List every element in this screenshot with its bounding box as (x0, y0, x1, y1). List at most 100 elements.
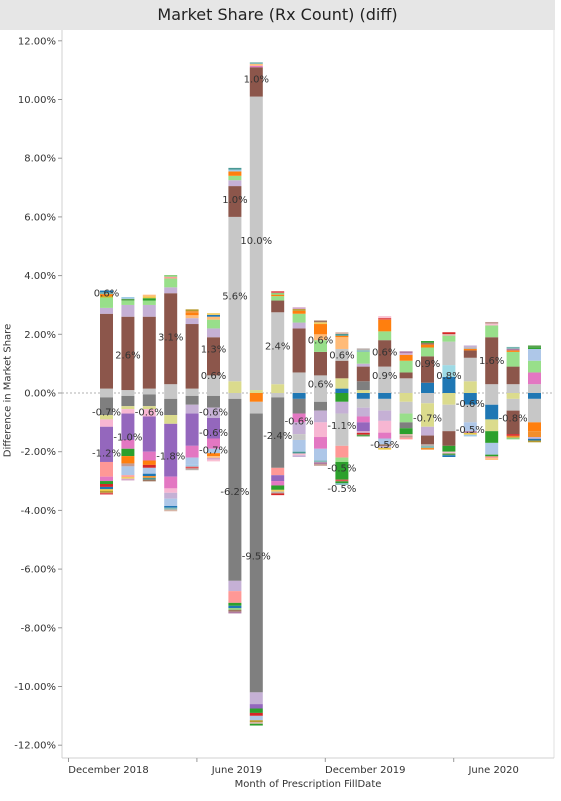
data-label: -1.2% (92, 449, 121, 460)
y-tick-label: 12.00% (18, 36, 56, 47)
bar-segment (271, 384, 285, 393)
bar-segment (207, 319, 220, 329)
bar-segment (249, 393, 263, 402)
bar-segment (528, 440, 541, 443)
data-label: 2.4% (265, 342, 290, 353)
chart-title: Market Share (Rx Count) (diff) (157, 5, 398, 24)
bar-segment (185, 445, 199, 458)
bar-segment (292, 313, 306, 323)
bar-segment (142, 476, 156, 478)
bar-segment (249, 67, 263, 97)
bar-segment (485, 404, 499, 420)
bar-segment (249, 401, 263, 414)
bar-segment (463, 350, 477, 358)
bar-segment (292, 393, 306, 399)
bar-segment (463, 432, 477, 435)
bar-segment (249, 723, 263, 726)
bar-segment (121, 456, 135, 464)
bar-segment (292, 413, 306, 423)
bar-segment (399, 435, 413, 438)
bar-segment (100, 483, 113, 487)
bar-segment (442, 404, 456, 432)
bar-segment (356, 363, 370, 367)
bar-segment (292, 328, 306, 373)
bar-segment (292, 453, 306, 456)
bar-segment (421, 341, 434, 343)
bar-segment (378, 319, 392, 332)
bar-segment (271, 493, 285, 496)
x-tick-label: June 2020 (467, 765, 518, 776)
x-tick-label: December 2019 (325, 765, 405, 776)
bar-segment (335, 332, 349, 335)
data-label: -0.6% (199, 408, 228, 419)
y-tick-label: -2.00% (21, 447, 56, 458)
bar-segment (399, 353, 413, 355)
bars (100, 62, 541, 726)
bar-segment (142, 409, 156, 417)
bar-segment (356, 390, 370, 393)
bar-segment (485, 323, 499, 326)
bar-segment (463, 357, 477, 382)
bar-segment (164, 423, 178, 477)
bar-segment (463, 422, 477, 432)
bar-segment (207, 453, 220, 457)
bar-segment (121, 395, 135, 407)
bar-segment (249, 390, 263, 393)
bar-segment (249, 413, 263, 693)
data-label: 5.6% (222, 292, 247, 303)
bar-segment (356, 431, 370, 433)
bar-segment (121, 300, 135, 305)
x-tick-label: December 2018 (68, 765, 148, 776)
bar-segment (185, 324, 199, 389)
bar-segment (164, 498, 178, 506)
bar-segment (249, 715, 263, 721)
bar-segment (164, 287, 178, 294)
bar-segment (442, 365, 456, 377)
bar-segment (121, 439, 135, 449)
bar-segment (528, 437, 541, 439)
bar-segment (228, 605, 242, 609)
y-tick-label: 2.00% (24, 330, 56, 341)
bar-segment (292, 307, 306, 310)
bar-segment (121, 409, 135, 414)
bar-segment (314, 448, 327, 461)
bar-segment (185, 318, 199, 325)
bar-segment (228, 609, 242, 612)
data-label: -1.8% (156, 452, 185, 463)
bar-segment (100, 397, 113, 416)
bar-segment (442, 453, 456, 456)
bar-segment (228, 580, 242, 592)
bar-segment (121, 304, 135, 317)
bar-segment (399, 422, 413, 429)
bar-segment (142, 479, 156, 482)
bar-segment (100, 313, 113, 389)
bar-segment (185, 312, 199, 316)
bar-segment (207, 375, 220, 393)
bar-segment (463, 348, 477, 351)
bar-segment (100, 492, 113, 495)
data-label: 2.6% (115, 350, 140, 361)
bar-segment (378, 316, 392, 318)
data-label: 1.3% (201, 344, 226, 355)
bar-segment (142, 316, 156, 389)
data-label: -0.6% (135, 408, 164, 419)
bar-segment (335, 457, 349, 462)
bar-segment (463, 404, 477, 423)
bar-segment (314, 320, 327, 323)
bar-segment (506, 434, 520, 436)
bar-segment (506, 435, 520, 438)
bar-segment (207, 456, 220, 458)
bar-segment (164, 509, 178, 512)
data-label: -2.4% (263, 431, 292, 442)
bar-segment (100, 476, 113, 482)
bar-segment (142, 300, 156, 305)
bar-segment (378, 444, 392, 447)
bar-segment (228, 175, 242, 181)
bar-segment (463, 381, 477, 393)
bar-segment (528, 372, 541, 385)
data-label: 0.9% (372, 371, 397, 382)
bar-segment (421, 356, 434, 383)
bar-segment (142, 406, 156, 410)
bar-segment (335, 335, 349, 338)
bar-segment (121, 393, 135, 396)
